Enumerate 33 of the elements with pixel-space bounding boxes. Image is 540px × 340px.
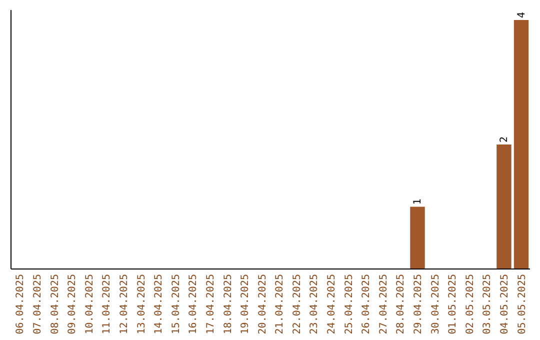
x-tick-label: 07.04.2025 [32,274,44,334]
x-tick-label: 20.04.2025 [257,274,268,334]
x-tick-label: 23.04.2025 [309,274,320,334]
x-tick-label: 19.04.2025 [240,274,252,334]
x-tick-label: 25.04.2025 [344,274,355,334]
x-tick-label: 08.04.2025 [50,274,61,334]
x-tick-label: 06.04.2025 [15,274,26,334]
x-tick-label: 27.04.2025 [378,274,390,334]
x-tick-label: 24.04.2025 [326,274,338,334]
data-label: 1 [412,198,424,205]
data-label: 2 [498,136,510,142]
x-tick-label: 17.04.2025 [205,274,216,334]
x-tick-label: 16.04.2025 [188,274,200,334]
x-tick-label: 15.04.2025 [170,274,182,334]
x-tick-label: 05.05.2025 [516,274,528,334]
x-tick-label: 02.05.2025 [464,274,476,334]
x-tick-label: 11.04.2025 [102,274,113,334]
x-tick-label: 29.04.2025 [413,274,424,334]
x-tick-label: 28.04.2025 [396,274,407,334]
x-tick-label: 03.05.2025 [482,274,494,334]
x-tick-label: 30.04.2025 [430,274,442,334]
x-tick-label: 01.05.2025 [448,274,459,334]
x-tick-label: 22.04.2025 [292,274,303,334]
x-tick-label: 13.04.2025 [136,274,148,334]
x-tick-label: 12.04.2025 [119,274,130,334]
x-tick-label: 04.05.2025 [499,274,510,334]
x-tick-label: 14.04.2025 [154,274,165,334]
x-tick-label: 10.04.2025 [84,274,96,334]
x-tick-label: 18.04.2025 [222,274,234,334]
x-tick-label: 26.04.2025 [361,274,372,334]
x-tick-label: 09.04.2025 [67,274,78,334]
data-label: 4 [516,12,528,18]
x-tick-label: 21.04.2025 [274,274,286,334]
